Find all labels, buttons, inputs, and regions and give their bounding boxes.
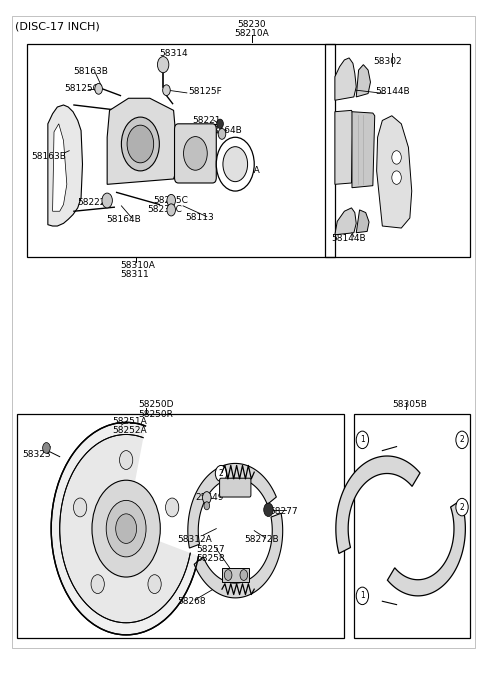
Circle shape — [102, 193, 112, 208]
FancyBboxPatch shape — [219, 478, 251, 497]
Text: 58222: 58222 — [78, 198, 106, 207]
Text: (DISC-17 INCH): (DISC-17 INCH) — [14, 21, 99, 31]
Text: 58305B: 58305B — [392, 401, 427, 410]
Text: 58323: 58323 — [23, 450, 51, 459]
Text: 58312A: 58312A — [178, 535, 212, 544]
Text: 58235C: 58235C — [154, 196, 189, 205]
Text: 58302: 58302 — [373, 58, 401, 66]
Circle shape — [91, 575, 104, 593]
Text: 58125C: 58125C — [64, 84, 99, 94]
Polygon shape — [387, 500, 465, 596]
Text: 58268: 58268 — [178, 597, 206, 605]
Polygon shape — [107, 98, 179, 184]
Text: 2: 2 — [460, 502, 465, 512]
Text: 58164B: 58164B — [207, 126, 241, 135]
Text: 58221: 58221 — [192, 116, 221, 125]
Circle shape — [73, 498, 87, 517]
Circle shape — [121, 117, 159, 171]
Text: 2: 2 — [219, 469, 223, 478]
Circle shape — [456, 431, 468, 449]
Polygon shape — [356, 64, 371, 97]
Text: 58163B: 58163B — [73, 67, 108, 76]
Circle shape — [157, 56, 169, 73]
Circle shape — [116, 514, 137, 544]
Text: 1: 1 — [170, 502, 175, 512]
Bar — [26, 45, 335, 257]
Polygon shape — [188, 463, 276, 548]
Circle shape — [264, 503, 273, 517]
Bar — [354, 414, 470, 638]
Text: 58314: 58314 — [159, 49, 188, 58]
Circle shape — [167, 499, 179, 515]
Polygon shape — [53, 124, 67, 212]
Polygon shape — [335, 111, 353, 184]
Circle shape — [218, 129, 226, 139]
Bar — [17, 414, 344, 638]
Polygon shape — [356, 210, 369, 233]
Circle shape — [224, 570, 232, 580]
Circle shape — [106, 500, 146, 557]
Polygon shape — [335, 208, 356, 235]
Circle shape — [51, 422, 201, 635]
Circle shape — [120, 451, 133, 469]
Circle shape — [456, 498, 468, 516]
Circle shape — [223, 146, 248, 182]
Text: 58258: 58258 — [196, 555, 225, 563]
Text: 58277: 58277 — [269, 506, 298, 516]
Circle shape — [240, 570, 248, 580]
Circle shape — [167, 204, 176, 216]
Circle shape — [60, 435, 192, 623]
Bar — [222, 567, 250, 582]
Circle shape — [392, 171, 401, 184]
Text: 2: 2 — [460, 435, 465, 444]
Circle shape — [127, 125, 154, 163]
Text: 58114A: 58114A — [225, 166, 260, 176]
Text: 58230: 58230 — [238, 20, 266, 28]
Polygon shape — [377, 116, 412, 228]
Polygon shape — [48, 105, 83, 226]
Text: 58311: 58311 — [120, 270, 149, 279]
Circle shape — [163, 85, 170, 96]
Text: 58113: 58113 — [185, 214, 214, 222]
Text: 58144B: 58144B — [331, 234, 366, 243]
Text: 58235C: 58235C — [147, 205, 182, 214]
Text: 58252A: 58252A — [112, 426, 146, 435]
Polygon shape — [194, 513, 283, 598]
FancyBboxPatch shape — [175, 124, 216, 183]
Circle shape — [392, 151, 401, 164]
Circle shape — [356, 587, 369, 605]
Circle shape — [216, 137, 254, 191]
Circle shape — [43, 443, 50, 454]
Circle shape — [183, 136, 207, 170]
Text: 58164B: 58164B — [106, 215, 141, 224]
Text: 58251A: 58251A — [112, 416, 147, 426]
Polygon shape — [352, 112, 375, 188]
Text: 58250D: 58250D — [138, 401, 173, 410]
Text: 58272B: 58272B — [245, 535, 279, 544]
Bar — [325, 45, 470, 257]
Text: 58257: 58257 — [196, 545, 225, 554]
Text: 25649: 25649 — [195, 493, 224, 502]
Polygon shape — [336, 456, 420, 553]
Text: 1: 1 — [360, 591, 365, 601]
Circle shape — [217, 119, 223, 129]
Text: 58210A: 58210A — [235, 29, 269, 38]
Wedge shape — [126, 423, 203, 557]
Circle shape — [216, 465, 227, 481]
Circle shape — [166, 498, 179, 517]
Text: 58310A: 58310A — [120, 260, 156, 270]
Circle shape — [203, 492, 211, 504]
Polygon shape — [335, 58, 356, 100]
Text: 58163B: 58163B — [31, 152, 66, 161]
Circle shape — [148, 575, 161, 593]
Circle shape — [95, 83, 102, 94]
Circle shape — [167, 195, 176, 207]
Text: 58144B: 58144B — [375, 87, 410, 96]
Circle shape — [356, 431, 369, 449]
Circle shape — [92, 480, 160, 577]
Text: 58250R: 58250R — [138, 410, 173, 419]
Text: 1: 1 — [360, 435, 365, 444]
Text: 58125F: 58125F — [188, 87, 222, 96]
Circle shape — [204, 502, 210, 510]
